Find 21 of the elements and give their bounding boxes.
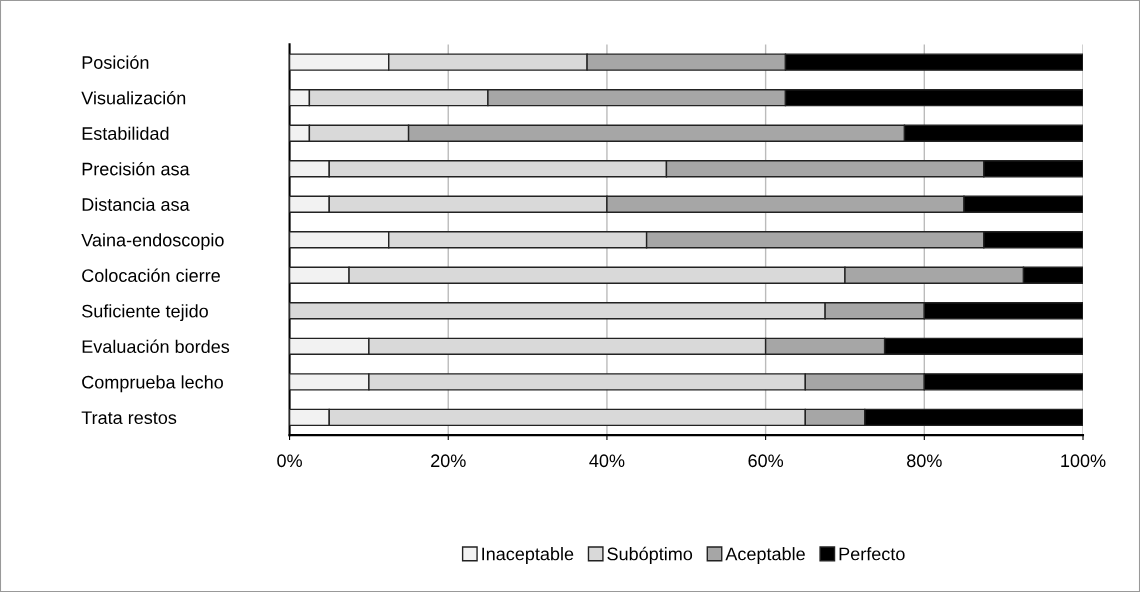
y-tick-label: Posición [82,55,149,69]
y-tick-label: Estabilidad [82,126,169,140]
x-tick-label: 0% [277,454,302,468]
legend-label: Aceptable [725,547,805,564]
legend-label: Subóptimo [607,546,693,564]
x-tick-label: 40% [589,454,625,468]
x-tick-label: 20% [431,454,466,468]
y-tick-label: Suficiente tejido [82,304,208,322]
y-tick-label: Precisión asa [82,161,190,176]
y-tick-label: Comprueba lecho [82,375,223,393]
y-tick-label: Trata restos [81,411,177,425]
y-tick-label: Visualización [81,90,186,105]
y-tick-label: Colocación cierre [82,268,220,282]
y-tick-label: Vaina-endoscopio [81,233,224,251]
legend-label: Perfecto [839,547,905,561]
y-tick-label: Distancia asa [82,197,190,211]
y-tick-label: Evaluación bordes [82,339,230,354]
x-tick-label: 100% [1061,454,1106,468]
legend-label: Inaceptable [482,547,574,564]
x-tick-label: 80% [907,454,942,468]
x-tick-label: 60% [748,454,784,468]
